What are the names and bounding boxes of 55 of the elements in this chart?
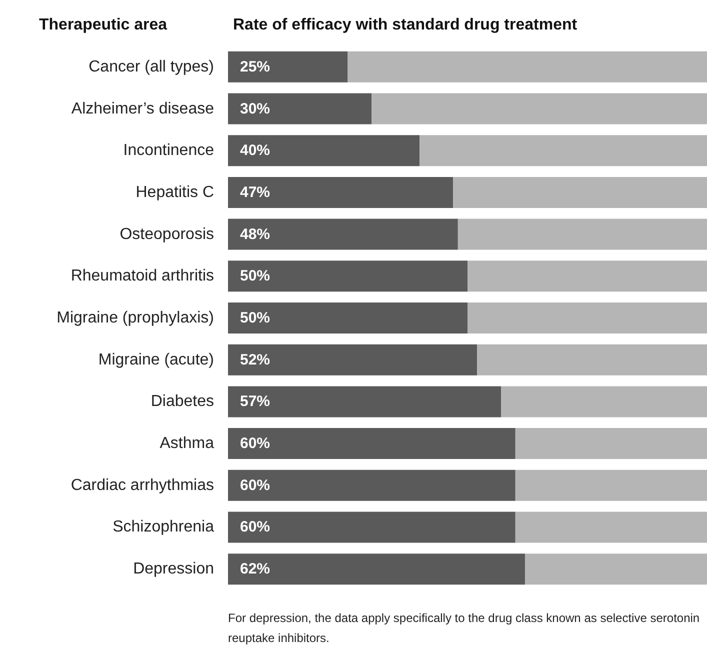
bar: [228, 386, 502, 418]
y-tick-label: Schizophrenia: [112, 518, 214, 536]
y-tick-label: Hepatitis C: [136, 184, 214, 201]
data-label: 62%: [240, 560, 270, 578]
data-label: 52%: [240, 351, 270, 368]
bar: [228, 51, 348, 82]
data-label: 60%: [240, 435, 270, 452]
bar: [228, 470, 516, 501]
y-tick-label: Cancer (all types): [88, 58, 214, 76]
y-axis-title: Therapeutic area: [39, 16, 168, 34]
bar: [453, 176, 707, 208]
bar: [515, 512, 707, 543]
bar: [228, 554, 525, 585]
data-label: 48%: [240, 226, 270, 243]
data-label: 60%: [240, 518, 270, 536]
data-label: 60%: [240, 476, 270, 494]
bar: [477, 344, 707, 376]
y-tick-label: Migraine (prophylaxis): [56, 310, 214, 326]
bar: [228, 260, 468, 292]
bar: [228, 135, 420, 166]
y-tick-label: Osteoporosis: [120, 226, 214, 243]
bar: [228, 176, 454, 208]
data-label: 57%: [240, 393, 270, 410]
bar: [348, 51, 707, 82]
y-tick-label: Rheumatoid arthritis: [70, 268, 214, 285]
y-tick-label: Alzheimer’s disease: [71, 100, 214, 118]
y-tick-label: Incontinence: [123, 142, 214, 160]
data-label: 50%: [240, 310, 270, 326]
bar: [228, 512, 516, 543]
bar: [228, 93, 372, 124]
bar: [468, 302, 707, 334]
y-tick-label: Depression: [133, 560, 214, 578]
bar: [524, 554, 707, 585]
bar: [515, 470, 707, 501]
bar: [501, 386, 707, 418]
text: For depression, the data apply specifically to the drug class known as selective serotonin reuptake inhibitors.: [228, 611, 703, 645]
bar: [468, 260, 707, 292]
data-label: 47%: [240, 184, 270, 201]
bar: [228, 428, 516, 460]
y-tick-label: Cardiac arrhythmias: [70, 476, 214, 494]
y-tick-label: Diabetes: [150, 393, 214, 410]
bar: [515, 428, 707, 460]
data-label: 25%: [240, 58, 270, 76]
data-label: 30%: [240, 100, 270, 118]
bar: [372, 93, 707, 124]
y-tick-label: Asthma: [160, 435, 214, 452]
bar: [228, 344, 478, 376]
bar: [420, 135, 707, 166]
bar: [228, 218, 458, 250]
bar: [228, 302, 468, 334]
chart-title: Rate of efficacy with standard drug treatment: [233, 16, 578, 34]
data-label: 40%: [240, 142, 270, 160]
bar: [458, 218, 707, 250]
data-label: 50%: [240, 268, 270, 285]
y-tick-label: Migraine (acute): [98, 351, 214, 368]
